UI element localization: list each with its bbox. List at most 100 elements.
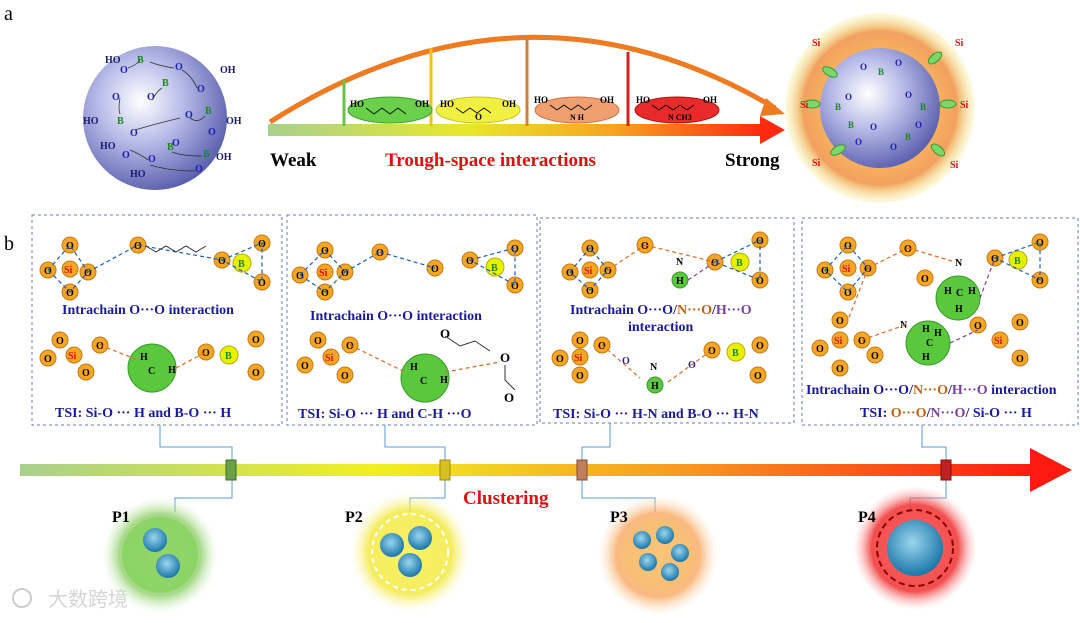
svg-text:Si: Si bbox=[325, 353, 334, 364]
panel-box-3 bbox=[539, 217, 795, 424]
cluster-p1 bbox=[102, 497, 218, 613]
svg-text:O: O bbox=[376, 248, 384, 259]
svg-text:O: O bbox=[890, 142, 897, 152]
svg-text:O: O bbox=[836, 316, 844, 327]
interaction-arc bbox=[268, 34, 785, 125]
svg-text:O: O bbox=[195, 164, 203, 175]
watermark: 大数跨境 bbox=[12, 587, 128, 611]
molecule-4: HO OH N CH3 bbox=[634, 95, 720, 124]
svg-text:O: O bbox=[84, 268, 92, 279]
svg-text:OH: OH bbox=[600, 95, 614, 105]
svg-text:O: O bbox=[641, 241, 649, 252]
svg-text:H: H bbox=[922, 352, 930, 363]
svg-text:OH: OH bbox=[502, 99, 516, 109]
svg-text:O: O bbox=[821, 266, 829, 277]
svg-text:O: O bbox=[148, 154, 156, 165]
weak-label: Weak bbox=[270, 150, 317, 171]
svg-text:O: O bbox=[321, 288, 329, 299]
svg-text:O: O bbox=[475, 112, 482, 122]
svg-text:OH: OH bbox=[226, 116, 242, 127]
svg-text:HO: HO bbox=[130, 169, 146, 180]
svg-text:Si: Si bbox=[812, 38, 821, 49]
svg-text:O: O bbox=[130, 128, 138, 139]
svg-text:H: H bbox=[676, 276, 684, 287]
point-p3: P3 bbox=[610, 509, 628, 526]
svg-text:Si: Si bbox=[800, 100, 809, 111]
svg-text:O: O bbox=[504, 390, 514, 405]
svg-text:O: O bbox=[566, 268, 574, 279]
svg-text:O: O bbox=[576, 371, 584, 382]
svg-text:O: O bbox=[66, 288, 74, 299]
svg-text:B: B bbox=[835, 102, 841, 112]
svg-text:HO: HO bbox=[636, 95, 650, 105]
svg-text:O: O bbox=[208, 127, 216, 138]
svg-text:B: B bbox=[905, 132, 911, 142]
svg-text:O: O bbox=[870, 122, 877, 132]
svg-text:N: N bbox=[650, 362, 658, 373]
panel-box-2 bbox=[286, 214, 538, 426]
svg-text:O: O bbox=[708, 346, 716, 357]
svg-text:B: B bbox=[238, 259, 245, 270]
svg-text:O: O bbox=[500, 350, 510, 365]
svg-text:O: O bbox=[905, 90, 912, 100]
svg-text:H: H bbox=[934, 328, 942, 339]
svg-text:O: O bbox=[754, 371, 762, 382]
svg-text:Si: Si bbox=[955, 38, 964, 49]
svg-text:O: O bbox=[845, 92, 852, 102]
svg-text:O: O bbox=[915, 120, 922, 130]
svg-text:H: H bbox=[440, 375, 448, 386]
svg-text:Si: Si bbox=[960, 100, 969, 111]
svg-text:O: O bbox=[112, 92, 120, 103]
svg-text:Si: Si bbox=[950, 160, 959, 171]
svg-text:O: O bbox=[197, 84, 205, 95]
svg-text:O: O bbox=[185, 110, 193, 121]
svg-text:B: B bbox=[203, 149, 210, 160]
svg-text:O: O bbox=[66, 241, 74, 252]
svg-text:C: C bbox=[148, 366, 155, 377]
svg-text:O: O bbox=[974, 321, 982, 332]
svg-text:B: B bbox=[736, 258, 743, 269]
molecule-2: HO OH O bbox=[435, 96, 521, 124]
weak-strong-bar bbox=[268, 116, 785, 144]
svg-text:O: O bbox=[122, 150, 130, 161]
svg-text:O: O bbox=[147, 92, 155, 103]
svg-text:O: O bbox=[622, 356, 630, 367]
svg-text:O: O bbox=[341, 268, 349, 279]
svg-text:C: C bbox=[926, 338, 933, 349]
svg-text:O: O bbox=[172, 138, 180, 149]
svg-text:N H: N H bbox=[570, 113, 585, 122]
svg-text:大数跨境: 大数跨境 bbox=[48, 587, 128, 611]
svg-text:HO: HO bbox=[534, 95, 548, 105]
svg-text:O: O bbox=[921, 274, 929, 285]
svg-text:B: B bbox=[878, 67, 884, 77]
panel-4-caption: Intrachain O···O/N···O/H···O interaction bbox=[806, 383, 1057, 398]
molecule-1: HO OH bbox=[347, 96, 433, 124]
svg-text:O: O bbox=[855, 137, 862, 147]
svg-text:O: O bbox=[904, 244, 912, 255]
svg-text:N: N bbox=[955, 258, 963, 269]
svg-text:B: B bbox=[920, 102, 926, 112]
svg-text:B: B bbox=[1014, 256, 1021, 267]
svg-text:O: O bbox=[816, 344, 824, 355]
svg-text:O: O bbox=[341, 371, 349, 382]
svg-text:Si: Si bbox=[64, 265, 73, 276]
cluster-p2 bbox=[350, 492, 470, 612]
svg-text:O: O bbox=[258, 278, 266, 289]
svg-text:O: O bbox=[44, 266, 52, 277]
svg-text:B: B bbox=[162, 78, 169, 89]
svg-text:C: C bbox=[420, 376, 427, 387]
clustering-timeline bbox=[20, 448, 1072, 492]
svg-text:O: O bbox=[871, 351, 879, 362]
svg-text:Si: Si bbox=[812, 158, 821, 169]
svg-text:O: O bbox=[431, 264, 439, 275]
svg-text:B: B bbox=[117, 116, 124, 127]
panel-3-tsi: TSI: Si-O ··· H-N and B-O ··· H-N bbox=[553, 407, 759, 422]
svg-text:O: O bbox=[576, 336, 584, 347]
cluster-p3 bbox=[598, 495, 718, 615]
svg-text:Si: Si bbox=[584, 266, 593, 277]
svg-text:O: O bbox=[296, 271, 304, 282]
